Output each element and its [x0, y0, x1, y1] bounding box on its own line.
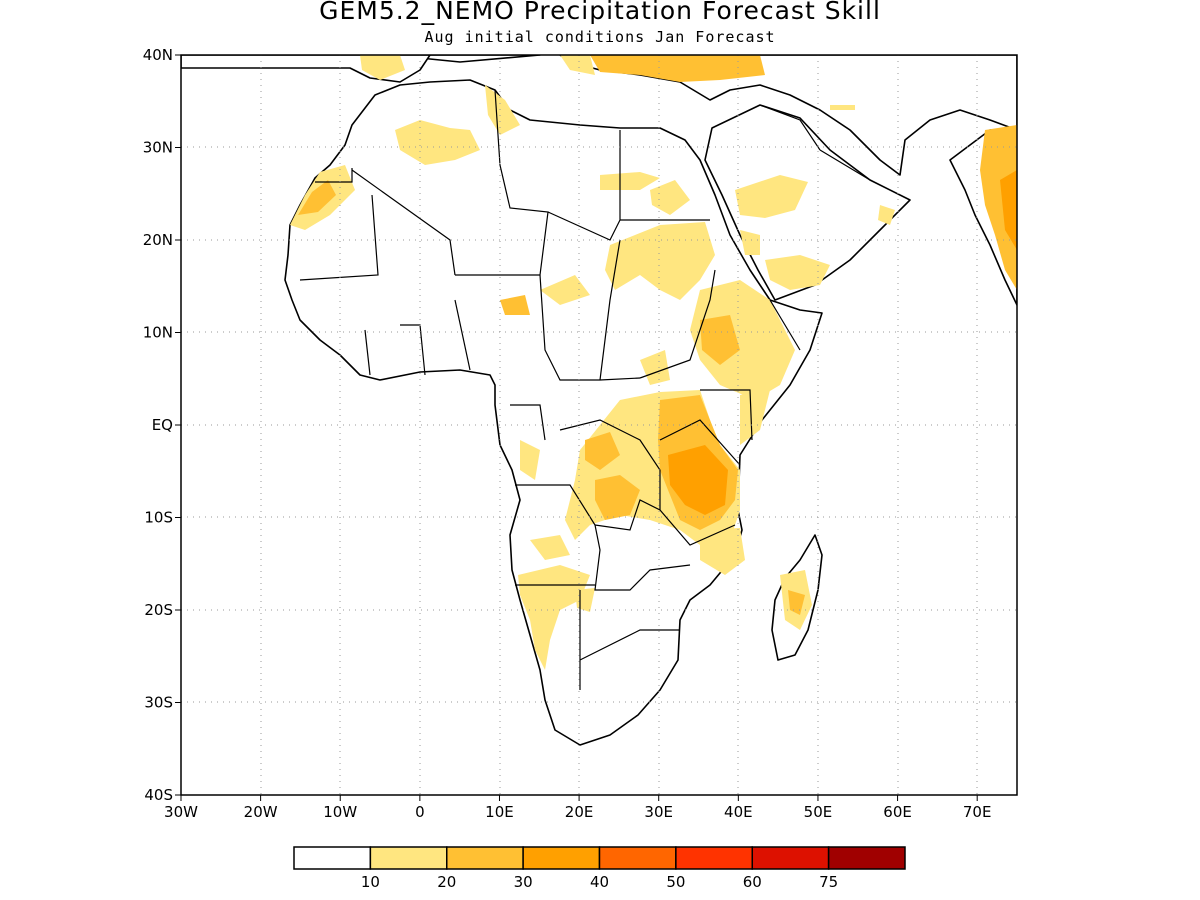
longitude-axis: 30W 20W 10W 0 10E 20E 30E 40E 50E 60E 70E — [164, 795, 991, 821]
lat-tick-label: 20N — [143, 231, 173, 249]
legend-label: 20 — [437, 873, 456, 891]
lon-tick-label: 0 — [415, 803, 425, 821]
lat-tick-label: 40S — [144, 786, 173, 804]
legend-swatch — [522, 846, 601, 870]
lat-tick-label: 10N — [143, 324, 173, 342]
lon-tick-label: 20E — [565, 803, 594, 821]
skill-shading — [290, 55, 1017, 670]
legend-swatch — [446, 846, 524, 870]
lat-tick-label: 30N — [143, 139, 173, 157]
legend-swatch — [369, 846, 448, 870]
lon-tick-label: 10E — [485, 803, 514, 821]
country-borders — [299, 89, 871, 690]
legend-label: 75 — [819, 873, 838, 891]
legend-swatch — [827, 846, 906, 870]
legend-swatch — [598, 846, 677, 870]
legend-label: 40 — [590, 873, 609, 891]
color-legend: 10 20 30 40 50 60 75 — [293, 846, 906, 891]
lon-tick-label: 30E — [644, 803, 673, 821]
chart-subtitle: Aug initial conditions Jan Forecast — [424, 28, 776, 46]
lon-tick-label: 10W — [323, 803, 357, 821]
legend-swatch — [675, 846, 753, 870]
legend-label: 30 — [514, 873, 533, 891]
latitude-axis: 40N 30N 20N 10N EQ 10S 20S 30S 40S — [143, 46, 181, 804]
legend-label: 50 — [666, 873, 685, 891]
lon-tick-label: 20W — [244, 803, 278, 821]
grid — [181, 55, 1017, 795]
legend-label: 60 — [743, 873, 762, 891]
legend-label: 10 — [361, 873, 380, 891]
lat-tick-label: 10S — [144, 509, 173, 527]
lat-tick-label: 40N — [143, 46, 173, 64]
chart-title: GEM5.2_NEMO Precipitation Forecast Skill — [319, 0, 881, 25]
lon-tick-label: 70E — [963, 803, 992, 821]
lon-tick-label: 60E — [883, 803, 912, 821]
lat-tick-label: 20S — [144, 601, 173, 619]
legend-swatch — [751, 846, 830, 870]
lon-tick-label: 30W — [164, 803, 198, 821]
lat-tick-label: 30S — [144, 694, 173, 712]
lon-tick-label: 50E — [804, 803, 833, 821]
lat-tick-label: EQ — [152, 416, 173, 434]
lon-tick-label: 40E — [724, 803, 753, 821]
legend-swatch — [293, 846, 372, 870]
